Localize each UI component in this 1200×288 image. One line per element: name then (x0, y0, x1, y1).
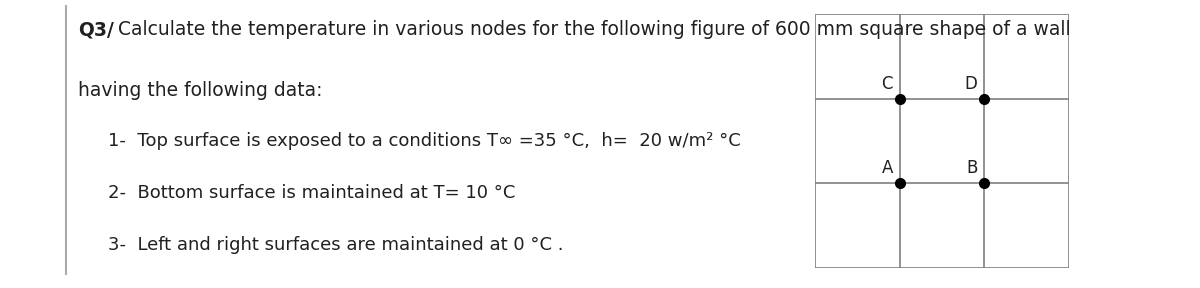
Text: A: A (882, 160, 893, 177)
Text: having the following data:: having the following data: (78, 81, 323, 100)
Text: Calculate the temperature in various nodes for the following figure of 600 mm sq: Calculate the temperature in various nod… (112, 20, 1070, 39)
Text: 3-  Left and right surfaces are maintained at 0 °C .: 3- Left and right surfaces are maintaine… (108, 236, 564, 254)
Text: C: C (882, 75, 893, 93)
Text: Q3/: Q3/ (78, 20, 114, 39)
Text: D: D (965, 75, 978, 93)
Text: B: B (966, 160, 978, 177)
Text: 2-  Bottom surface is maintained at T= 10 °C: 2- Bottom surface is maintained at T= 10… (108, 184, 515, 202)
Text: 1-  Top surface is exposed to a conditions T∞ =35 °C,  h=  20 w/m² °C: 1- Top surface is exposed to a condition… (108, 132, 740, 150)
